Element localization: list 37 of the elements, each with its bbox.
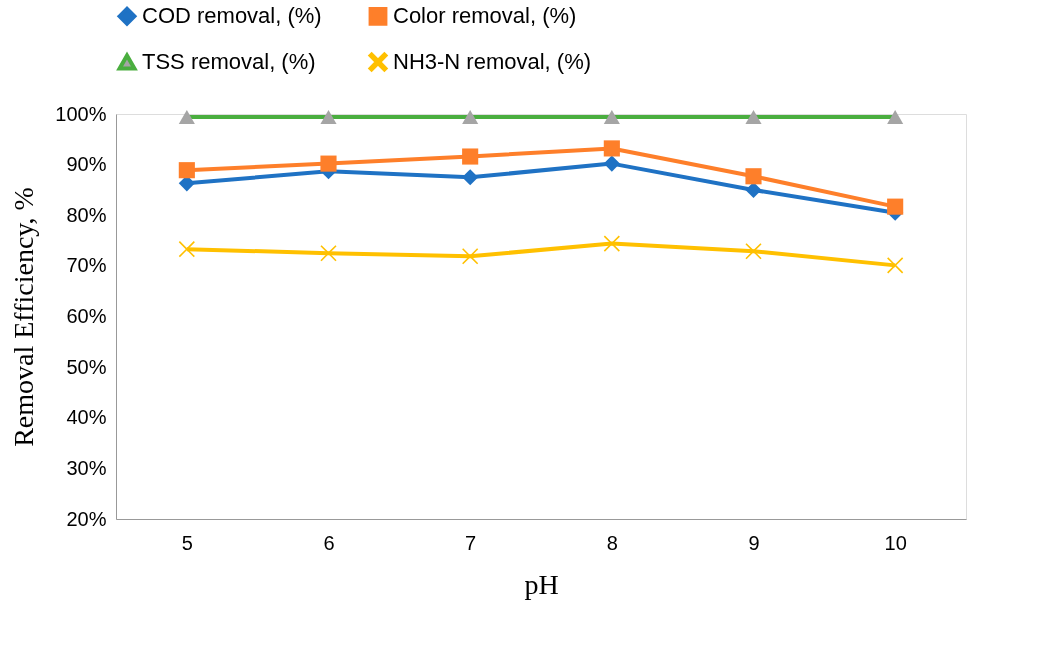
point xyxy=(178,241,195,258)
legend-label: COD removal, (%) xyxy=(142,3,322,29)
point xyxy=(320,155,337,172)
x-tick-label: 5 xyxy=(181,531,193,554)
point xyxy=(603,110,620,125)
point xyxy=(178,110,195,125)
point xyxy=(462,169,479,186)
x-tick-label: 8 xyxy=(606,531,618,554)
point xyxy=(603,140,620,157)
y-axis-title: Removal Efficiency, % xyxy=(8,187,40,447)
y-tick-label: 30% xyxy=(66,456,107,479)
point xyxy=(462,248,479,265)
point xyxy=(887,198,904,215)
point xyxy=(603,155,620,172)
legend-label: TSS removal, (%) xyxy=(142,49,316,74)
point xyxy=(320,110,337,125)
y-tick-label: 70% xyxy=(66,254,107,277)
x-tick-label: 6 xyxy=(323,531,335,554)
y-tick-label: 50% xyxy=(66,355,107,378)
x-tick-label: 9 xyxy=(748,531,760,554)
y-tick-label: 20% xyxy=(66,507,107,530)
point xyxy=(462,110,479,125)
legend-label: Color removal, (%) xyxy=(393,3,577,29)
y-tick-label: 40% xyxy=(66,406,107,429)
x-tick-label: 7 xyxy=(465,531,477,554)
y-tick-label: 60% xyxy=(66,305,107,327)
x-tick-label: 10 xyxy=(884,531,907,554)
point xyxy=(745,110,762,125)
y-tick-label: 80% xyxy=(66,203,107,226)
y-tick-label: 90% xyxy=(66,153,107,176)
point xyxy=(887,110,904,125)
legend-label: NH3-N removal, (%) xyxy=(393,49,592,74)
point xyxy=(745,168,762,185)
point xyxy=(462,148,479,165)
y-tick-label: 100% xyxy=(55,102,107,125)
point xyxy=(178,162,195,179)
x-axis-title: pH xyxy=(524,568,559,600)
